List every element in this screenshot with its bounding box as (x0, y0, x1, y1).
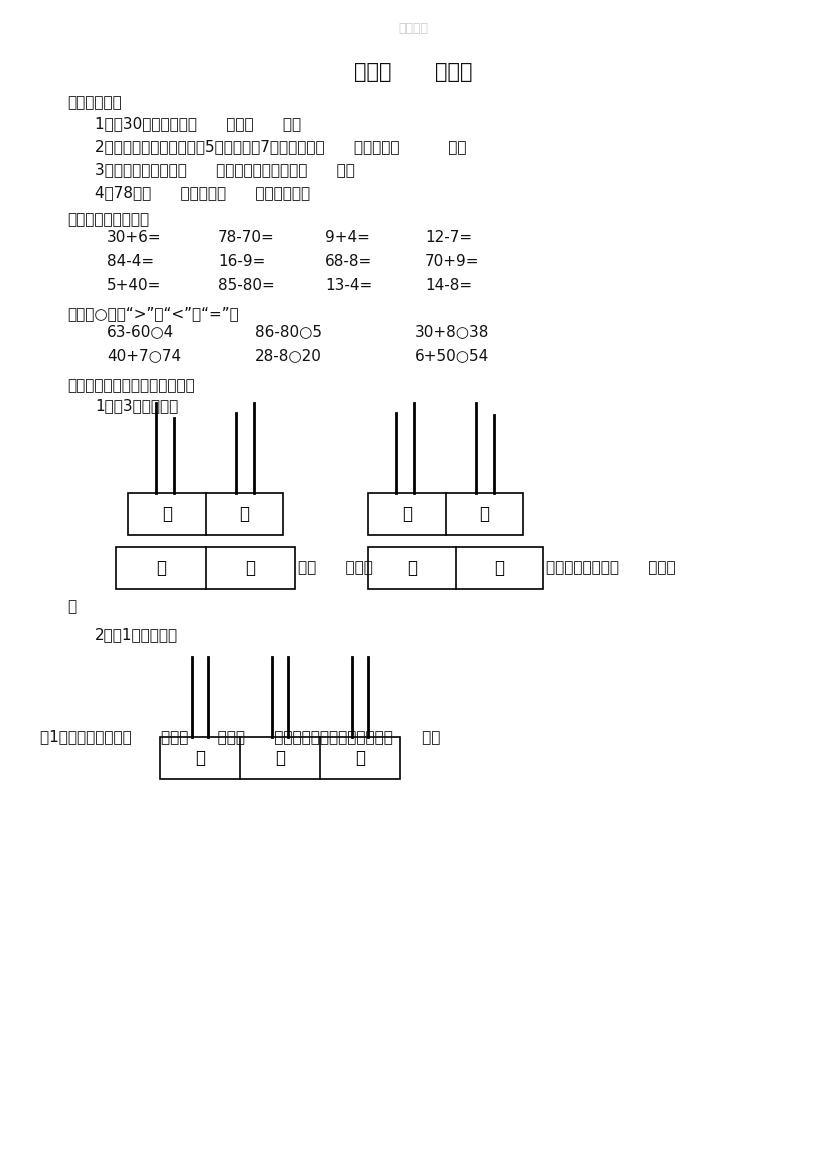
Text: 2、一个两位数，十位上是5，个位上是7，这个数是（      ），读作（          ）。: 2、一个两位数，十位上是5，个位上是7，这个数是（ ），读作（ ）。 (95, 139, 467, 154)
Text: ）其中最大的是（      ），最: ）其中最大的是（ ），最 (546, 560, 676, 575)
Text: 2、用1颗珠子摆。: 2、用1颗珠子摆。 (95, 627, 178, 642)
Text: 30+8○38: 30+8○38 (415, 324, 489, 339)
Text: 百: 百 (195, 749, 205, 767)
Text: 63-60○4: 63-60○4 (107, 324, 174, 339)
Text: 4、78由（      ）个十和（      ）个一组成。: 4、78由（ ）个十和（ ）个一组成。 (95, 185, 310, 200)
Text: 12-7=: 12-7= (425, 230, 472, 245)
Text: 6+50○54: 6+50○54 (415, 348, 489, 364)
Text: 个: 个 (245, 559, 255, 577)
Text: 个: 个 (355, 749, 365, 767)
Bar (116, 547, 295, 589)
Text: 16-9=: 16-9= (218, 254, 265, 269)
Text: 40+7○74: 40+7○74 (107, 348, 181, 364)
Text: 30+6=: 30+6= (107, 230, 162, 245)
Text: 十: 十 (275, 749, 285, 767)
Bar (160, 736, 400, 779)
Text: 86-80○5: 86-80○5 (255, 324, 322, 339)
Text: 十: 十 (406, 559, 417, 577)
Text: 三、在○里填“>”、“<”或“=”。: 三、在○里填“>”、“<”或“=”。 (67, 306, 239, 321)
Text: 一、填一填。: 一、填一填。 (67, 95, 121, 110)
Text: 1、用3颗珠子摆。: 1、用3颗珠子摆。 (95, 397, 178, 413)
Text: 四、摆一摆，画一画，填一填。: 四、摆一摆，画一画，填一填。 (67, 378, 195, 393)
Text: 84-4=: 84-4= (107, 254, 154, 269)
Text: 十: 十 (156, 559, 166, 577)
Text: 精选范本: 精选范本 (398, 22, 428, 35)
Text: 小: 小 (67, 599, 76, 614)
Bar (368, 493, 523, 535)
Text: 13-4=: 13-4= (325, 278, 373, 293)
Text: 有（      ）、（: 有（ ）、（ (298, 560, 373, 575)
Text: 十: 十 (401, 505, 411, 523)
Text: 70+9=: 70+9= (425, 254, 480, 269)
Text: 十: 十 (162, 505, 172, 523)
Text: 1、与30相邻的数是（      ）和（      ）。: 1、与30相邻的数是（ ）和（ ）。 (95, 116, 301, 131)
Text: 85-80=: 85-80= (218, 278, 275, 293)
Text: 3、最小的两位数是（      ），最大的两位数是（      ）。: 3、最小的两位数是（ ），最大的两位数是（ ）。 (95, 162, 355, 177)
Text: 14-8=: 14-8= (425, 278, 472, 293)
Text: 个: 个 (479, 505, 489, 523)
Bar (368, 547, 543, 589)
Bar (128, 493, 283, 535)
Text: 5+40=: 5+40= (107, 278, 161, 293)
Text: 68-8=: 68-8= (325, 254, 373, 269)
Text: 二、直接写出得数。: 二、直接写出得数。 (67, 212, 150, 227)
Text: 个: 个 (240, 505, 249, 523)
Text: 个: 个 (494, 559, 504, 577)
Text: 摆一摆      想一想: 摆一摆 想一想 (354, 62, 472, 82)
Text: 28-8○20: 28-8○20 (255, 348, 322, 364)
Text: 用1颗珠子摆的数有（      ）、（      ）、（      ），最大的数比最小的数多（      ）。: 用1颗珠子摆的数有（ ）、（ ）、（ ），最大的数比最小的数多（ ）。 (40, 729, 440, 743)
Text: 78-70=: 78-70= (218, 230, 275, 245)
Text: 9+4=: 9+4= (325, 230, 370, 245)
